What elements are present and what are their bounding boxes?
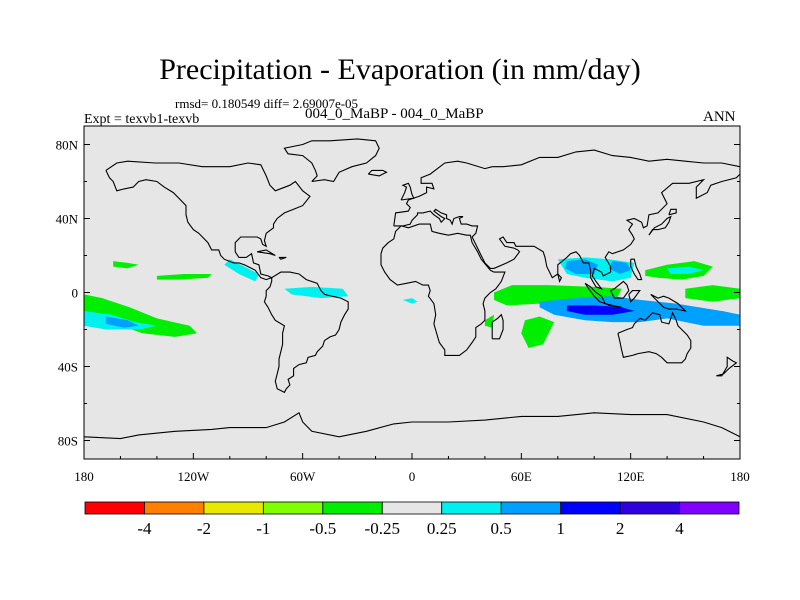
colorbar-label: -4	[137, 519, 152, 538]
colorbar-label: -2	[197, 519, 211, 538]
colorbar-label: -0.25	[365, 519, 400, 538]
contour-east-pacific-north	[113, 261, 139, 269]
coastline	[650, 293, 687, 312]
coastline	[84, 411, 740, 440]
y-tick-label: 80N	[56, 138, 79, 153]
colorbar-swatch	[560, 501, 621, 515]
coastline	[648, 215, 672, 236]
contour-indonesia-north-blue	[565, 259, 598, 274]
coastline	[400, 182, 415, 201]
colorbar-swatch	[381, 501, 443, 515]
x-tick-label: 120E	[617, 469, 645, 484]
contour-indonesia-south-dark	[566, 305, 635, 315]
rmsd-diff-stats: rmsd= 0.180549 diff= 2.69007e-05	[175, 96, 359, 111]
contour-central-america-cyan	[224, 259, 259, 282]
longitude-axis: 180 120W 60W 0 60E 120E 180	[74, 453, 750, 484]
contour-north-atlantic-cyan	[284, 286, 349, 299]
season-label: ANN	[703, 109, 736, 125]
case-label: 004_0_MaBP - 004_0_MaBP	[305, 106, 484, 122]
contour-philippine-blue	[608, 261, 631, 274]
colorbar-label: 2	[616, 519, 625, 538]
coastline	[256, 249, 276, 257]
colorbar-swatch	[441, 501, 502, 515]
x-tick-label: 180	[74, 469, 94, 484]
colorbar-swatch	[84, 501, 145, 515]
coastline	[393, 149, 740, 290]
contour-west-africa-cyan	[402, 298, 418, 304]
contour-east-pacific-center	[156, 274, 212, 280]
contour-coral-sea-blue	[681, 311, 740, 324]
colorbar-label: -0.5	[309, 519, 336, 538]
y-tick-label: 0	[72, 286, 79, 301]
coastline	[278, 256, 287, 260]
coastline	[610, 280, 630, 299]
latitude-axis: 80N 40N 0 40S 80S	[56, 138, 740, 449]
coastline	[716, 356, 738, 377]
coastline	[630, 258, 643, 281]
x-tick-label: 60E	[511, 469, 532, 484]
contour-madagascar-green	[521, 316, 555, 348]
y-tick-label: 40N	[56, 212, 79, 227]
coastline	[617, 311, 692, 364]
colorbar-label: 1	[556, 519, 565, 538]
coastlines	[84, 138, 740, 440]
chart-title: Precipitation - Evaporation (in mm/day)	[159, 53, 641, 86]
colorbar-label: 4	[675, 519, 684, 538]
colorbar-label: -1	[256, 519, 270, 538]
colorbar-label: 0.25	[427, 519, 457, 538]
coastline	[283, 138, 380, 183]
contour-west-pacific-cyan	[667, 266, 704, 274]
colorbar-swatch	[679, 501, 740, 515]
coastline	[668, 208, 677, 216]
x-tick-label: 0	[409, 469, 416, 484]
colorbar-swatch	[144, 501, 205, 515]
colorbar-swatch	[500, 501, 562, 515]
coastline	[604, 303, 622, 308]
coastline	[380, 223, 506, 356]
coastline	[105, 160, 311, 281]
x-tick-label: 120W	[177, 469, 210, 484]
x-tick-label: 60W	[290, 469, 316, 484]
contour-south-pacific-green	[84, 294, 197, 337]
coastline	[491, 313, 504, 340]
y-tick-label: 80S	[58, 434, 78, 449]
contour-west-pacific-green-2	[685, 285, 740, 302]
difference-contours	[84, 257, 740, 348]
colorbar-swatch	[619, 501, 680, 515]
colorbar-label: 0.5	[491, 519, 512, 538]
colorbar: -4 -2 -1 -0.5 -0.25 0.25 0.5 1 2 4	[84, 501, 740, 538]
coastline	[367, 169, 388, 177]
x-tick-label: 180	[730, 469, 750, 484]
coastline	[628, 290, 641, 303]
colorbar-swatch	[262, 501, 324, 515]
map-background	[84, 126, 740, 459]
y-tick-label: 40S	[58, 360, 78, 375]
colorbar-swatch	[203, 501, 264, 515]
experiment-label: Expt = texvb1-texvb	[84, 112, 200, 127]
coastline	[263, 271, 349, 394]
coastline	[557, 273, 563, 284]
colorbar-swatch	[322, 501, 383, 515]
contour-south-pacific-blue	[105, 316, 139, 328]
